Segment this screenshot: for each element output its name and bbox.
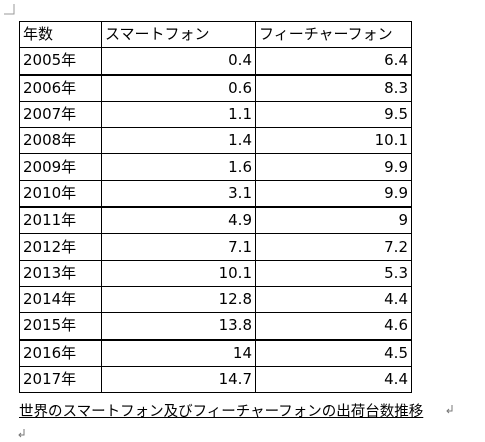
- table-cell: 4.4: [255, 285, 412, 314]
- table-row: 2013年 10.1 5.3: [19, 259, 412, 287]
- table-cell: 4.5: [255, 339, 412, 367]
- table-cell: 2010年: [19, 179, 102, 209]
- table-row: 2014年 12.8 4.4: [19, 285, 412, 314]
- table-cell: 2007年: [19, 100, 102, 129]
- table-cell: 10.1: [255, 127, 412, 155]
- table-cell: 1.6: [101, 153, 256, 181]
- table-row: 2011年 4.9 9: [19, 206, 412, 235]
- table-cell: 4.4: [255, 365, 412, 394]
- table-cell: 2011年: [19, 206, 102, 235]
- table-row: 2017年 14.7 4.4: [19, 365, 412, 394]
- table-row: 2007年 1.1 9.5: [19, 100, 412, 129]
- table-cell: 7.1: [101, 233, 256, 261]
- table-cell: 2008年: [19, 127, 102, 155]
- table-cell: 14: [101, 339, 256, 367]
- table-cell: 9: [255, 206, 412, 235]
- table-cell: 2005年: [19, 47, 102, 76]
- table-cell: 2013年: [19, 259, 102, 287]
- paragraph-mark: [446, 405, 453, 414]
- corner-mark: [4, 4, 15, 15]
- table-cell: 2012年: [19, 233, 102, 261]
- data-table: 年数 スマートフォン フィーチャーフォン 2005年 0.4 6.4 2006年 0.6 8.3…: [19, 20, 412, 394]
- table-cell: 3.1: [101, 179, 256, 209]
- table-cell: 0.4: [101, 47, 256, 76]
- table-row: 2012年 7.1 7.2: [19, 233, 412, 261]
- table-cell: 4.9: [101, 206, 256, 235]
- header-row: 年数 スマートフォン フィーチャーフォン: [19, 20, 412, 49]
- table-cell: 6.4: [255, 47, 412, 76]
- paragraph-mark: [18, 429, 25, 438]
- table-cell: 1.1: [101, 100, 256, 129]
- header-cell: スマートフォン: [101, 20, 256, 49]
- table-row: 2015年 13.8 4.6: [19, 312, 412, 341]
- table-row: 2008年 1.4 10.1: [19, 127, 412, 155]
- table-row: 2009年 1.6 9.9: [19, 153, 412, 181]
- table-cell: 10.1: [101, 259, 256, 287]
- table-cell: 2017年: [19, 365, 102, 394]
- table-cell: 2016年: [19, 339, 102, 367]
- table-cell: 4.6: [255, 312, 412, 341]
- header-cell: フィーチャーフォン: [255, 20, 412, 49]
- table-cell: 12.8: [101, 285, 256, 314]
- caption: 世界のスマートフォン及びフィーチャーフォンの出荷台数推移: [19, 404, 424, 420]
- table-row: 2006年 0.6 8.3: [19, 74, 412, 102]
- table-row: 2010年 3.1 9.9: [19, 179, 412, 209]
- table-cell: 14.7: [101, 365, 256, 394]
- table-row: 2005年 0.4 6.4: [19, 47, 412, 76]
- table-cell: 2015年: [19, 312, 102, 341]
- table-cell: 5.3: [255, 259, 412, 287]
- table-cell: 13.8: [101, 312, 256, 341]
- table-cell: 2014年: [19, 285, 102, 314]
- table-cell: 2009年: [19, 153, 102, 181]
- table-cell: 2006年: [19, 74, 102, 102]
- table-cell: 9.9: [255, 153, 412, 181]
- table-cell: 9.9: [255, 179, 412, 209]
- table-row: 2016年 14 4.5: [19, 339, 412, 367]
- header-cell: 年数: [19, 20, 102, 49]
- table-cell: 8.3: [255, 74, 412, 102]
- table-cell: 1.4: [101, 127, 256, 155]
- table-cell: 9.5: [255, 100, 412, 129]
- table-cell: 0.6: [101, 74, 256, 102]
- table-cell: 7.2: [255, 233, 412, 261]
